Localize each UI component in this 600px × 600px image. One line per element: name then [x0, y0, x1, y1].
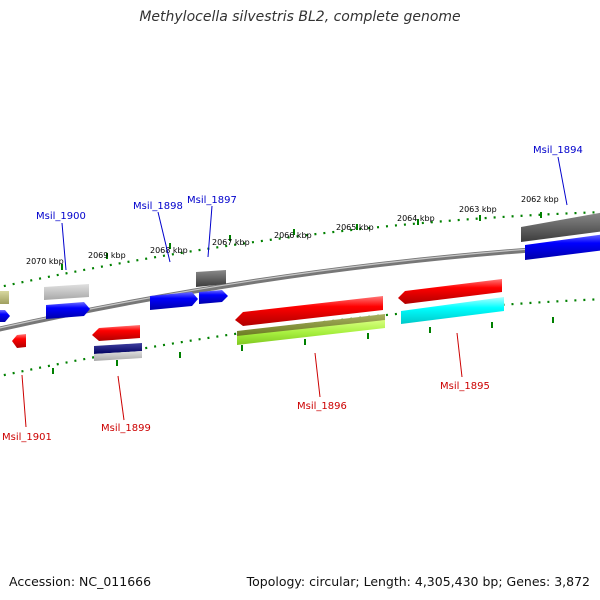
gene-feature-msil-1900-annotation[interactable]: [44, 284, 89, 300]
gene-feature-msil-1894[interactable]: [525, 234, 600, 260]
gene-label-msil-1896[interactable]: Msil_1896: [297, 401, 347, 412]
gene-feature-msil-1896[interactable]: [235, 296, 383, 326]
scale-label-2066: 2066 kbp: [274, 231, 312, 240]
gene-label-msil-1901[interactable]: Msil_1901: [2, 432, 52, 443]
gene-feature-msil-1899-annotation-silver[interactable]: [94, 351, 142, 361]
genome-summary-text: Topology: circular; Length: 4,305,430 bp…: [246, 574, 590, 589]
gene-feature-olive-forward[interactable]: [0, 291, 9, 304]
scale-labels: 2070 kbp 2069 kbp 2068 kbp 2067 kbp 2066…: [26, 195, 559, 266]
gene-label-msil-1894[interactable]: Msil_1894: [533, 145, 583, 156]
forward-leader-lines: [61, 156, 568, 271]
gene-label-msil-1895[interactable]: Msil_1895: [440, 381, 490, 392]
scale-label-2063: 2063 kbp: [459, 205, 497, 214]
gene-feature-msil-1897[interactable]: [199, 290, 228, 304]
map-title: Methylocella silvestris BL2, complete ge…: [139, 9, 461, 25]
gene-feature-msil-1895[interactable]: [398, 279, 502, 304]
gene-feature-msil-1901[interactable]: [12, 334, 26, 348]
reverse-leader-lines: [21, 332, 463, 428]
scale-label-2067: 2067 kbp: [212, 238, 250, 247]
reverse-major-ticks: [52, 317, 554, 374]
gene-label-msil-1899[interactable]: Msil_1899: [101, 423, 151, 434]
gene-feature-msil-1898[interactable]: [150, 292, 198, 310]
gene-label-msil-1900[interactable]: Msil_1900: [36, 211, 86, 222]
scale-label-2065: 2065 kbp: [336, 223, 374, 232]
gene-label-msil-1897[interactable]: Msil_1897: [187, 195, 237, 206]
scale-label-2064: 2064 kbp: [397, 214, 435, 223]
forward-major-ticks: [61, 212, 542, 270]
gene-feature-msil-1897-annotation[interactable]: [196, 270, 226, 287]
gene-feature-msil-1899-annotation-navy[interactable]: [94, 343, 142, 354]
scale-label-2068: 2068 kbp: [150, 246, 188, 255]
gene-feature-blue-edge[interactable]: [0, 310, 10, 322]
scale-label-2062: 2062 kbp: [521, 195, 559, 204]
scale-label-2069: 2069 kbp: [88, 251, 126, 260]
gene-feature-msil-1900[interactable]: [46, 302, 90, 319]
gene-feature-msil-1899[interactable]: [92, 325, 140, 341]
gene-label-msil-1898[interactable]: Msil_1898: [133, 201, 183, 212]
gene-feature-msil-1896-annotation-lime[interactable]: [237, 320, 385, 345]
gene-feature-msil-1895-annotation[interactable]: [401, 297, 504, 324]
scale-label-2070: 2070 kbp: [26, 257, 64, 266]
accession-text: Accession: NC_011666: [9, 574, 152, 589]
gene-feature-msil-1894-annotation[interactable]: [521, 212, 600, 242]
